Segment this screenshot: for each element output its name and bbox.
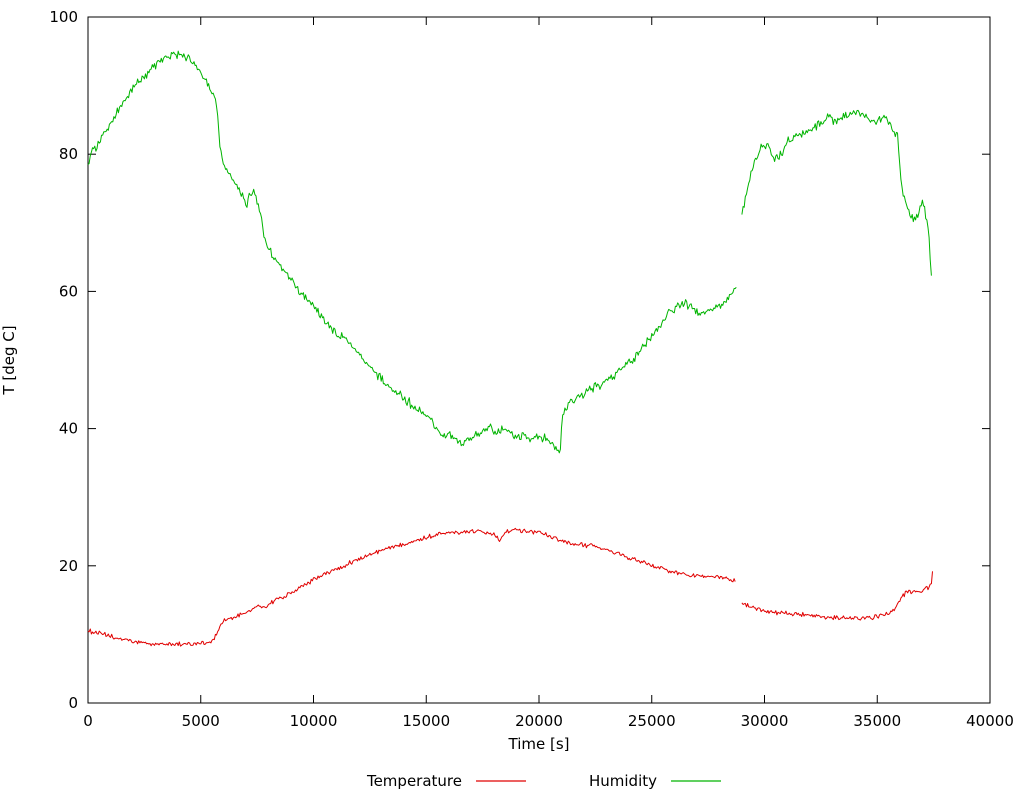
temperature-series-line-1 [741,571,933,621]
temperature-series-line-0 [87,527,736,647]
y-tick-label: 60 [59,282,78,300]
x-tick-label: 10000 [290,712,338,730]
y-tick-label: 20 [59,557,78,575]
y-tick-label: 100 [49,8,78,26]
x-tick-label: 35000 [853,712,901,730]
y-tick-label: 80 [59,145,78,163]
legend-label-temperature: Temperature [366,772,462,790]
humidity-series-line-1 [741,109,932,276]
x-tick-label: 15000 [402,712,450,730]
x-tick-label: 5000 [182,712,220,730]
y-tick-label: 0 [68,694,78,712]
x-axis-label: Time [s] [508,735,570,753]
x-tick-label: 0 [83,712,93,730]
x-tick-label: 25000 [628,712,676,730]
legend-label-humidity: Humidity [589,772,657,790]
humidity-series-line-0 [87,50,737,454]
x-tick-label: 20000 [515,712,563,730]
y-tick-label: 40 [59,420,78,438]
x-tick-label: 30000 [741,712,789,730]
y-axis-label: T [deg C] [0,325,18,395]
x-tick-label: 40000 [966,712,1014,730]
